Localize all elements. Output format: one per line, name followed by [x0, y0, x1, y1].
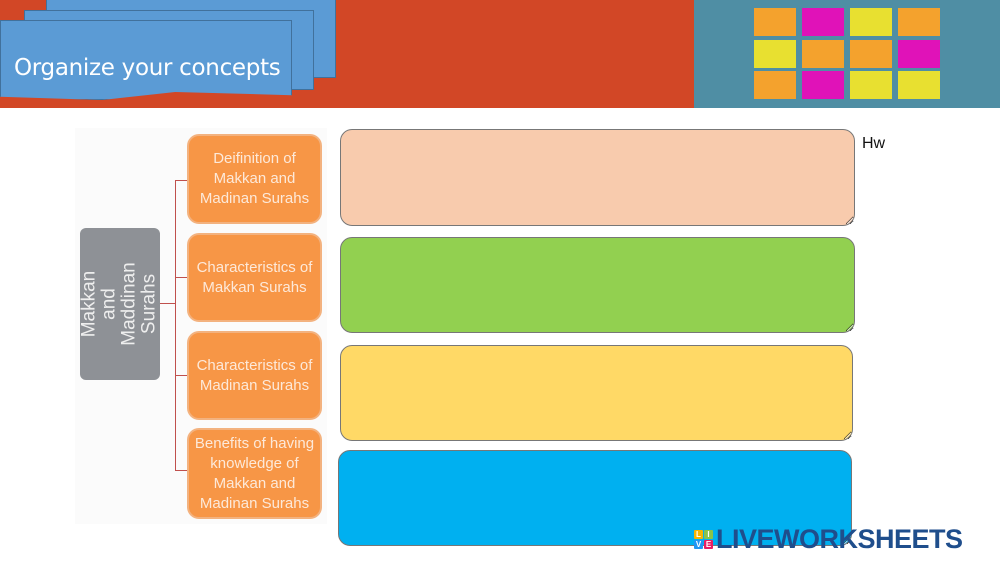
answer-makkan-characteristics[interactable] [340, 237, 855, 333]
concept-node: Deifinition of Makkan and Madinan Surahs [187, 134, 322, 224]
connector-vertical [175, 180, 176, 470]
sticky-notes-image [694, 0, 1000, 108]
connector [175, 277, 187, 278]
root-label: Makkan and Maddinan Surahs [79, 262, 161, 346]
page-title: Organize your concepts [14, 55, 281, 81]
answer-benefits[interactable] [338, 450, 852, 546]
root-node: Makkan and Maddinan Surahs [79, 228, 161, 380]
note-text: Hw [862, 135, 886, 152]
title-tab-front [0, 20, 292, 100]
answer-definition[interactable] [340, 129, 855, 226]
connector [175, 375, 187, 376]
concept-node: Characteristics of Madinan Surahs [187, 331, 322, 420]
answer-madinan-characteristics[interactable] [340, 345, 853, 441]
concept-node: Benefits of having knowledge of Makkan a… [187, 428, 322, 519]
connector [175, 180, 187, 181]
connector-root [160, 303, 175, 304]
logo-text: LIVEWORKSHEETS [716, 524, 963, 554]
concept-node: Characteristics of Makkan Surahs [187, 233, 322, 322]
connector [175, 470, 187, 471]
